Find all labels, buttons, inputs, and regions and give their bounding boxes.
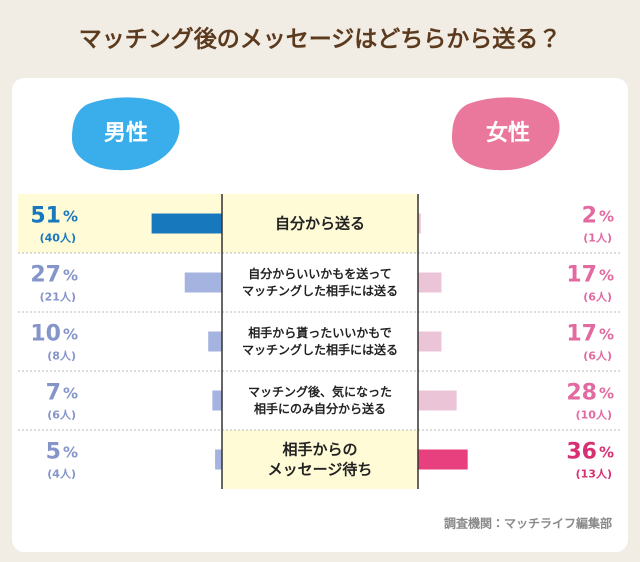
bar [418,390,457,411]
chart-title: マッチング後のメッセージはどちらから送る？ [79,26,562,53]
value-label: 51% [30,204,78,229]
legend-female: 女性 [486,120,530,146]
row-highlight [222,430,418,489]
bar [418,449,468,470]
source: 調査機関：マッチライフ編集部 [444,516,612,531]
category-label: マッチング後、気になった相手にのみ自分から送る [248,384,392,416]
category-label: 相手からのメッセージ待ち [268,440,373,478]
count-label: (10人) [576,409,612,422]
value-label: 28% [566,381,614,406]
bar [418,331,442,352]
male-badge [72,97,180,171]
value-label: 2% [582,204,614,229]
count-label: (6人) [47,409,76,422]
count-label: (4人) [47,468,76,481]
value-label: 17% [566,322,614,347]
count-label: (8人) [47,350,76,363]
value-label: 10% [30,322,78,347]
count-label: (6人) [583,291,612,304]
bar [151,213,222,234]
count-label: (40人) [40,232,76,245]
count-label: (1人) [583,232,612,245]
legend-male: 男性 [104,121,148,146]
female-badge [452,97,560,171]
category-label: 自分から送る [275,214,365,232]
bar [215,449,222,470]
value-label: 5% [46,440,78,465]
value-label: 17% [566,263,614,288]
value-label: 7% [46,381,78,406]
category-label: 自分からいいかもを送ってマッチングした相手には送る [242,266,398,298]
bar [208,331,222,352]
value-label: 27% [30,263,78,288]
rows: 自分から送る 51 % (40人) 2 % (1人) 自分からいいかもを送ってマッチングした相… [18,194,622,489]
bar [184,272,222,293]
value-label: 36% [566,440,614,465]
count-label: (6人) [583,350,612,363]
category-label: 相手から貰ったいいかもでマッチングした相手には送る [242,325,398,357]
bar [418,213,421,234]
count-label: (13人) [576,468,612,481]
count-label: (21人) [40,291,76,304]
bar [212,390,222,411]
bar [418,272,442,293]
